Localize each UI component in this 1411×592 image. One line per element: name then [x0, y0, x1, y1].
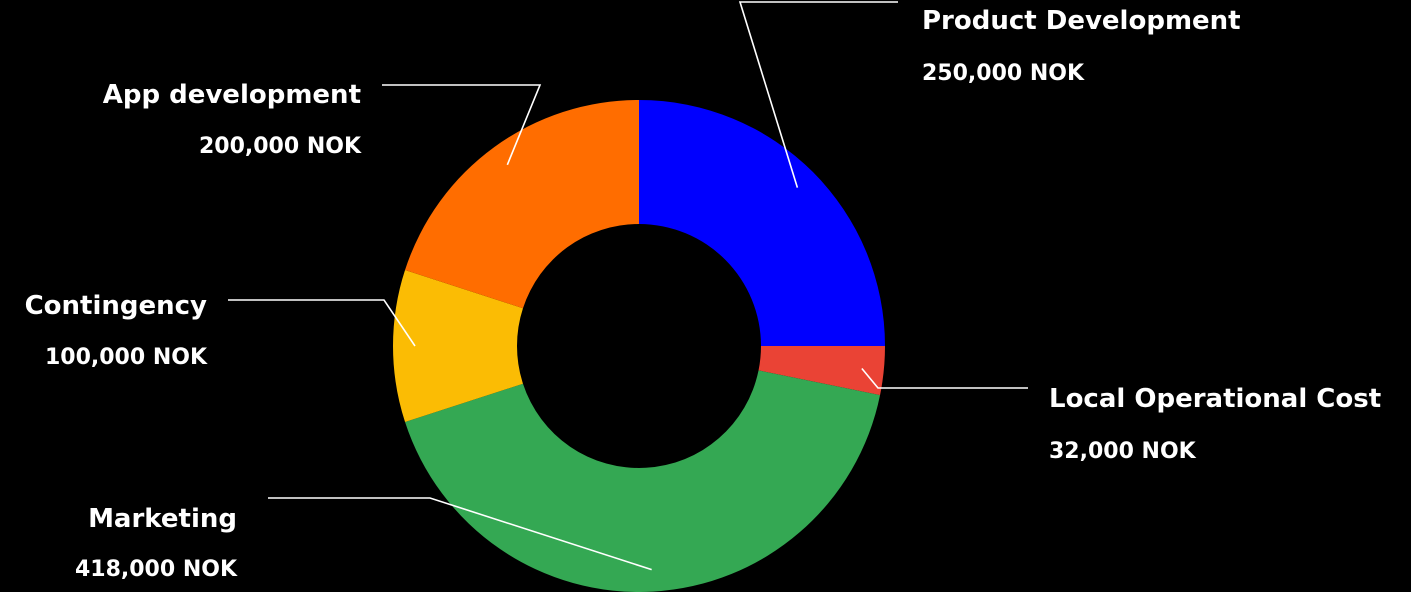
leader-line-marketing — [268, 497, 652, 571]
slice-app-development — [405, 100, 639, 309]
value-product-development: 250,000 NOK — [922, 61, 1085, 86]
value-contingency: 100,000 NOK — [45, 345, 208, 370]
value-marketing: 418,000 NOK — [75, 557, 238, 582]
slice-local-operational-cost — [758, 346, 885, 396]
slice-product-development — [639, 100, 885, 346]
leader-line-local-operational-cost — [861, 367, 1028, 389]
leader-line-app-development — [382, 84, 542, 166]
label-product-development: Product Development — [922, 6, 1241, 36]
slice-group — [392, 100, 885, 592]
value-local-operational-cost: 32,000 NOK — [1049, 439, 1197, 464]
value-app-development: 200,000 NOK — [199, 134, 362, 159]
leader-line-group — [228, 1, 1028, 571]
leader-line-product-development — [738, 1, 898, 188]
slice-marketing — [405, 370, 881, 592]
label-local-operational-cost: Local Operational Cost — [1049, 384, 1381, 414]
label-contingency: Contingency — [25, 291, 207, 321]
slice-contingency — [392, 269, 523, 423]
label-app-development: App development — [103, 80, 361, 110]
label-marketing: Marketing — [88, 504, 237, 534]
leader-line-contingency — [228, 299, 416, 347]
